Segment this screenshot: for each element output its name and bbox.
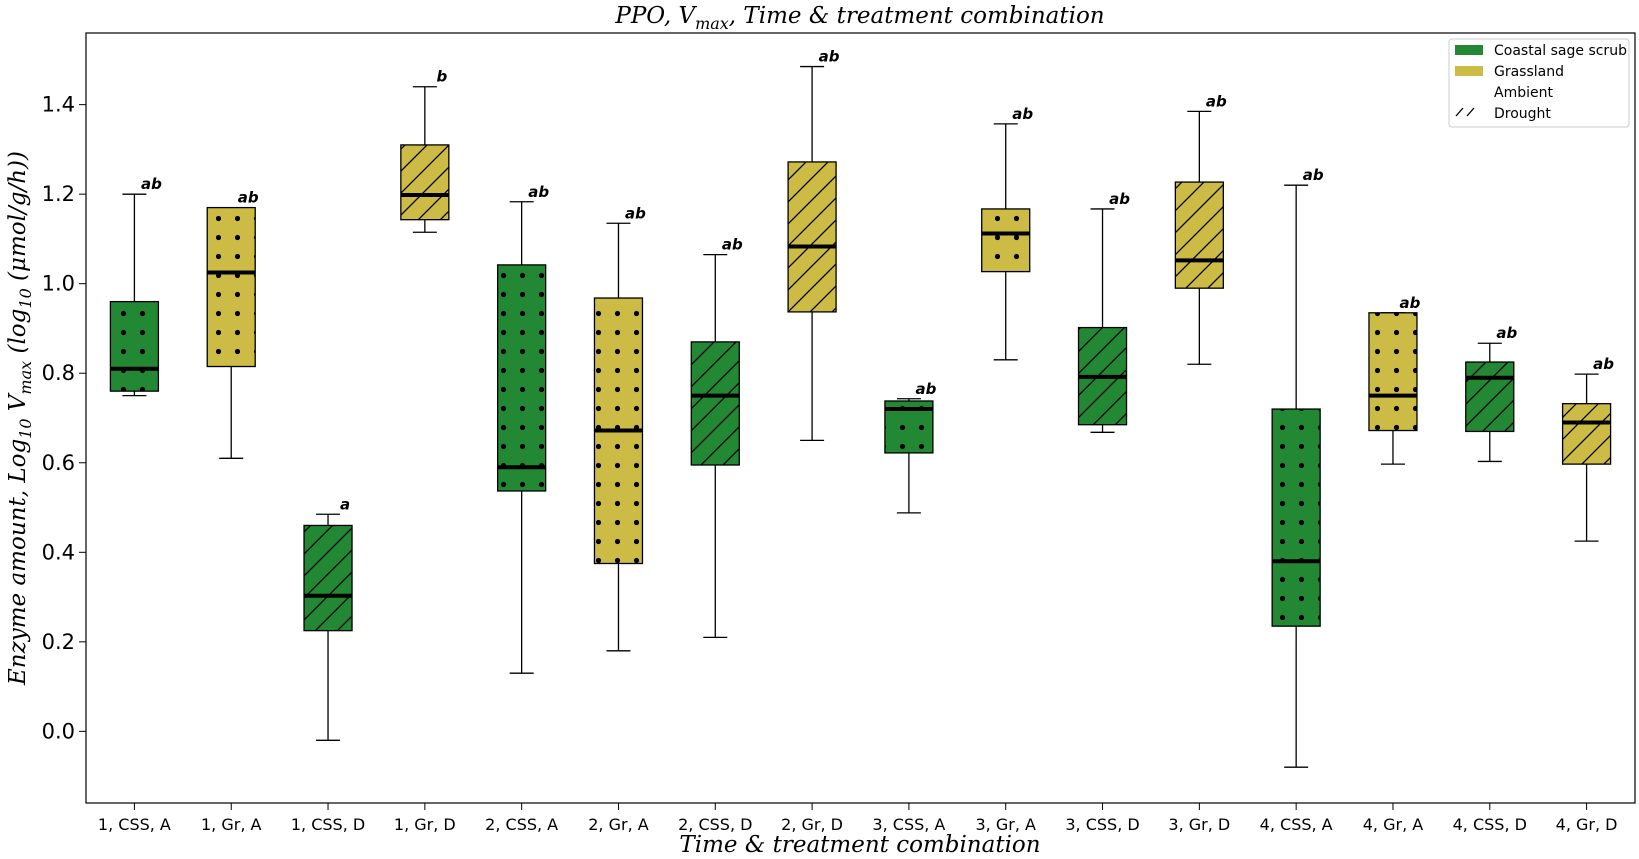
significance-label: ab	[915, 380, 936, 398]
y-tick-label: 1.0	[42, 272, 75, 296]
y-tick-label: 1.2	[42, 182, 75, 206]
box-group: ab	[884, 380, 937, 514]
box-group: ab	[1174, 92, 1227, 365]
box-group: ab	[1077, 190, 1130, 433]
x-axis-ticks: 1, CSS, A 1, Gr, A 1, CSS, D 1, Gr, D 2, CSS…	[98, 803, 1618, 834]
x-tick-label: 4, CSS, A	[1260, 815, 1333, 834]
significance-label: ab	[1400, 294, 1421, 312]
significance-label: a	[340, 495, 350, 513]
legend-swatch-css	[1455, 45, 1483, 55]
significance-label: ab	[528, 183, 549, 201]
plot-area-frame	[85, 32, 1636, 804]
significance-label: ab	[1206, 92, 1227, 110]
y-tick-label: 0.4	[42, 540, 75, 564]
legend-label-gr: Grassland	[1494, 64, 1564, 80]
x-tick-label: 2, CSS, D	[678, 815, 752, 834]
box-iqr	[981, 208, 1031, 273]
legend: Coastal sage scrub Grassland Ambient Dro…	[1448, 38, 1630, 128]
box-group: ab	[1561, 355, 1614, 542]
chart-title: PPO, Vmax, Time & treatment combination	[614, 3, 1104, 33]
legend-label-drought: Drought	[1494, 106, 1551, 122]
significance-label: ab	[1496, 324, 1517, 342]
significance-label: ab	[819, 48, 840, 66]
box-iqr	[690, 341, 740, 466]
box-group: ab	[593, 204, 646, 652]
legend-frame	[1448, 38, 1630, 128]
x-tick-label: 3, Gr, D	[1168, 815, 1230, 834]
y-axis-ticks: 0.0 0.2 0.4 0.6 0.8 1.0 1.2 1.4	[42, 93, 86, 743]
x-tick-label: 2, Gr, D	[781, 815, 843, 834]
box-iqr	[206, 206, 256, 368]
box-group: b	[400, 68, 450, 233]
box-group: ab	[206, 189, 259, 459]
box-iqr	[787, 161, 837, 313]
x-tick-label: 1, CSS, D	[291, 815, 365, 834]
box-group: ab	[787, 48, 840, 442]
x-tick-label: 4, Gr, A	[1363, 815, 1424, 834]
box-group: ab	[690, 236, 743, 639]
legend-swatch-drought	[1455, 107, 1475, 117]
y-axis-label: Enzyme amount, Log10 Vmax (log10 (μmol/g…	[5, 151, 35, 686]
legend-label-css: Coastal sage scrub	[1494, 43, 1627, 59]
x-tick-label: 3, CSS, D	[1065, 815, 1139, 834]
box-iqr	[1368, 312, 1418, 432]
box-group: ab	[109, 175, 162, 397]
x-tick-label: 4, CSS, D	[1453, 815, 1527, 834]
y-tick-label: 1.4	[42, 93, 75, 117]
significance-label: ab	[1593, 355, 1614, 373]
box-iqr	[1465, 361, 1515, 433]
y-tick-label: 0.0	[42, 719, 75, 743]
box-group: ab	[981, 105, 1033, 361]
y-tick-label: 0.2	[42, 630, 75, 654]
significance-label: ab	[1012, 105, 1033, 123]
box-iqr	[1561, 403, 1612, 465]
box-iqr	[1174, 181, 1224, 289]
x-tick-label: 1, Gr, A	[201, 815, 262, 834]
box-group: ab	[1271, 166, 1324, 768]
x-tick-label: 3, CSS, A	[872, 815, 945, 834]
box-iqr	[1271, 408, 1321, 627]
box-group: a	[303, 495, 353, 741]
x-tick-label: 1, Gr, D	[394, 815, 456, 834]
significance-label: ab	[722, 236, 743, 254]
y-tick-label: 0.8	[42, 361, 75, 385]
box-iqr	[303, 524, 353, 632]
x-tick-label: 3, Gr, A	[975, 815, 1036, 834]
box-iqr	[497, 264, 547, 492]
x-tick-label: 1, CSS, A	[98, 815, 171, 834]
box-iqr	[109, 300, 160, 392]
box-group: ab	[1465, 324, 1517, 463]
significance-label: b	[436, 68, 447, 86]
significance-label: ab	[625, 204, 646, 222]
x-tick-label: 4, Gr, D	[1556, 815, 1618, 834]
legend-label-ambient: Ambient	[1494, 85, 1553, 101]
legend-swatch-gr	[1455, 66, 1483, 76]
x-tick-label: 2, CSS, A	[485, 815, 558, 834]
x-axis-label: Time & treatment combination	[679, 832, 1040, 858]
significance-label: ab	[238, 189, 259, 207]
significance-label: ab	[141, 175, 162, 193]
box-iqr	[400, 144, 450, 221]
y-tick-label: 0.6	[42, 451, 75, 475]
x-tick-label: 2, Gr, A	[588, 815, 649, 834]
significance-label: ab	[1303, 166, 1324, 184]
significance-label: ab	[1109, 190, 1130, 208]
box-group: ab	[1368, 294, 1421, 465]
box-group: ab	[497, 183, 549, 674]
